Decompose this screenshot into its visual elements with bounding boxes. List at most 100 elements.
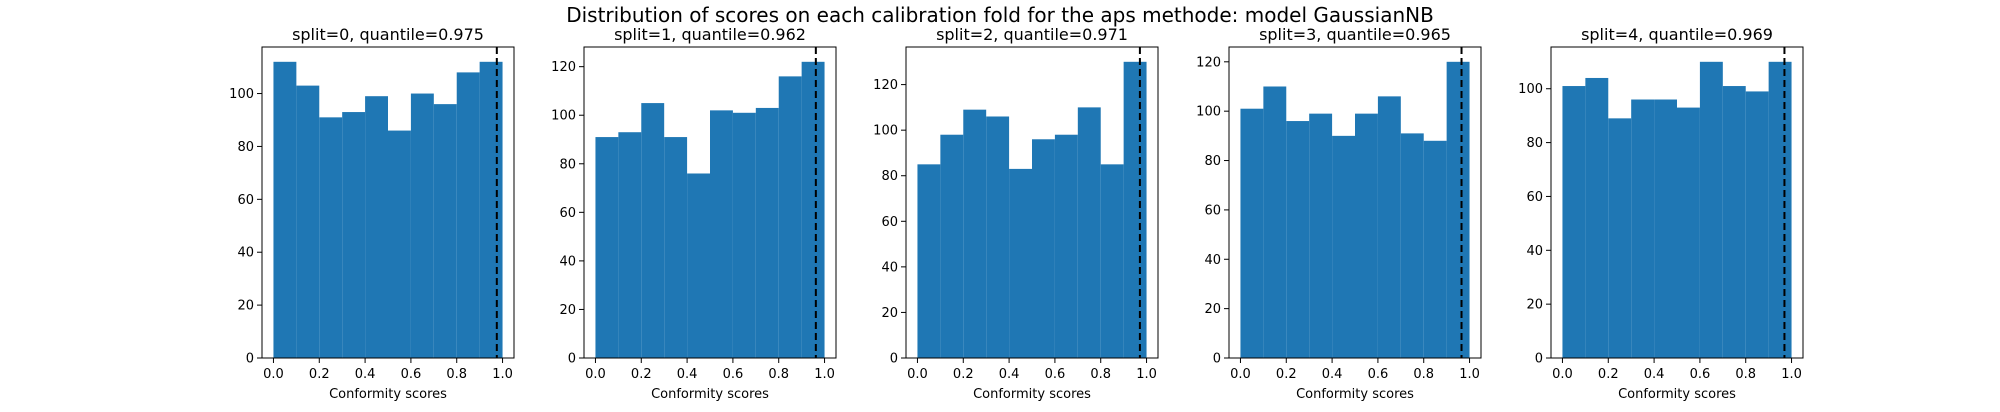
histogram-bar <box>1240 108 1264 358</box>
y-tick-label: 40 <box>237 246 254 261</box>
histogram-bar <box>1332 135 1355 358</box>
histogram-bar <box>1677 107 1700 359</box>
x-tick-label: 0.2 <box>953 367 974 382</box>
histogram-bar <box>755 107 779 358</box>
x-tick-label: 1.0 <box>1781 367 1802 382</box>
x-tick-label: 0.6 <box>401 367 422 382</box>
y-tick-label: 80 <box>1204 154 1221 169</box>
y-tick-label: 0 <box>890 352 898 367</box>
y-tick-label: 0 <box>1213 352 1221 367</box>
y-tick-label: 60 <box>1526 190 1543 205</box>
y-tick-label: 0 <box>246 352 254 367</box>
x-tick-label: 0.8 <box>1413 367 1434 382</box>
histogram-bar <box>365 96 388 358</box>
histogram-bar <box>1054 134 1078 358</box>
panel-title: split=0, quantile=0.975 <box>292 25 484 44</box>
histogram-bar <box>1309 113 1333 359</box>
y-tick-label: 100 <box>551 109 576 124</box>
y-tick-label: 80 <box>237 140 254 155</box>
histogram-bar <box>1631 99 1655 358</box>
x-tick-label: 0.8 <box>446 367 467 382</box>
y-tick-label: 120 <box>873 78 898 93</box>
y-tick-label: 60 <box>559 206 576 221</box>
x-tick-label: 0.8 <box>1735 367 1756 382</box>
histogram-bar <box>1123 61 1147 359</box>
histogram-panel-4: 0.0 0.2 0.4 0.6 0.8 1.0 0 20 40 60 80 100 split=4, q… <box>1518 25 1804 402</box>
x-tick-label: 0.0 <box>1552 367 1573 382</box>
histogram-bar <box>801 61 825 359</box>
histogram-bar <box>986 116 1010 358</box>
histogram-bar <box>1263 86 1287 358</box>
histogram-bar <box>1400 133 1424 358</box>
histogram-bar <box>1446 61 1470 359</box>
y-tick-label: 100 <box>229 87 254 102</box>
y-tick-label: 20 <box>237 299 254 314</box>
x-tick-label: 0.4 <box>355 367 376 382</box>
y-tick-label: 100 <box>1518 82 1543 97</box>
histogram-bar <box>1745 91 1769 358</box>
panel-title: split=3, quantile=0.965 <box>1259 25 1451 44</box>
histogram-panel-1: 0.0 0.2 0.4 0.6 0.8 1.0 0 20 40 60 80 100 120 split=1… <box>551 25 837 402</box>
y-tick-label: 20 <box>1526 298 1543 313</box>
histogram-bar <box>664 137 688 358</box>
y-tick-label: 80 <box>1526 136 1543 151</box>
x-tick-label: 0.0 <box>907 367 928 382</box>
histogram-bar <box>273 61 297 359</box>
y-tick-label: 20 <box>881 306 898 321</box>
x-tick-label: 0.2 <box>1598 367 1619 382</box>
histogram-bar <box>388 130 411 358</box>
histogram-bar <box>1585 77 1609 358</box>
y-tick-label: 40 <box>881 260 898 275</box>
histogram-bar <box>1423 140 1447 358</box>
histogram-bar <box>1100 164 1124 358</box>
histogram-bar <box>1077 107 1101 358</box>
y-tick-label: 80 <box>881 169 898 184</box>
figure-title: Distribution of scores on each calibrati… <box>566 3 1434 27</box>
axes-frame <box>1228 46 1482 359</box>
axes-frame <box>583 46 837 359</box>
y-tick-label: 20 <box>559 303 576 318</box>
y-tick-label: 40 <box>559 254 576 269</box>
x-axis-label: Conformity scores <box>973 387 1091 402</box>
histogram-bar <box>319 117 343 358</box>
x-tick-label: 1.0 <box>814 367 835 382</box>
x-tick-label: 0.4 <box>677 367 698 382</box>
x-tick-label: 0.6 <box>1368 367 1389 382</box>
x-tick-label: 0.6 <box>1045 367 1066 382</box>
y-tick-label: 120 <box>551 60 576 75</box>
panel-title: split=1, quantile=0.962 <box>614 25 806 44</box>
panel-title: split=4, quantile=0.969 <box>1581 25 1773 44</box>
x-tick-label: 0.2 <box>631 367 652 382</box>
histogram-bar <box>1699 61 1723 359</box>
histogram-bar <box>296 85 320 359</box>
x-tick-label: 0.4 <box>999 367 1020 382</box>
histogram-bar <box>1722 86 1746 359</box>
x-tick-label: 0.6 <box>1690 367 1711 382</box>
x-axis-label: Conformity scores <box>651 387 769 402</box>
histogram-bar <box>1654 99 1677 358</box>
histogram-bar <box>618 132 642 358</box>
y-tick-label: 120 <box>1196 55 1221 70</box>
x-tick-label: 0.0 <box>1230 367 1251 382</box>
y-tick-label: 60 <box>881 215 898 230</box>
histogram-bar <box>917 164 941 358</box>
y-tick-label: 80 <box>559 157 576 172</box>
histogram-panel-0: 0.0 0.2 0.4 0.6 0.8 1.0 0 20 40 60 80 100 split=0, q… <box>229 25 515 402</box>
y-tick-label: 20 <box>1204 302 1221 317</box>
x-axis-label: Conformity scores <box>1618 387 1736 402</box>
histogram-bar <box>410 93 434 358</box>
x-axis-label: Conformity scores <box>329 387 447 402</box>
histogram-bar <box>778 76 802 358</box>
histogram-panel-3: 0.0 0.2 0.4 0.6 0.8 1.0 0 20 40 60 80 100 120 split=3… <box>1196 25 1482 402</box>
x-tick-label: 0.8 <box>1090 367 1111 382</box>
histogram-bar <box>1009 168 1032 358</box>
histogram-bar <box>1768 61 1792 359</box>
histogram-bar <box>641 103 665 358</box>
y-tick-label: 60 <box>1204 203 1221 218</box>
x-axis-label: Conformity scores <box>1296 387 1414 402</box>
y-tick-label: 0 <box>568 352 576 367</box>
histogram-bar <box>687 173 710 358</box>
histogram-bar <box>963 109 987 359</box>
figure: Distribution of scores on each calibrati… <box>229 3 1804 402</box>
histogram-panel-2: 0.0 0.2 0.4 0.6 0.8 1.0 0 20 40 60 80 100 120 split=2… <box>873 25 1159 402</box>
